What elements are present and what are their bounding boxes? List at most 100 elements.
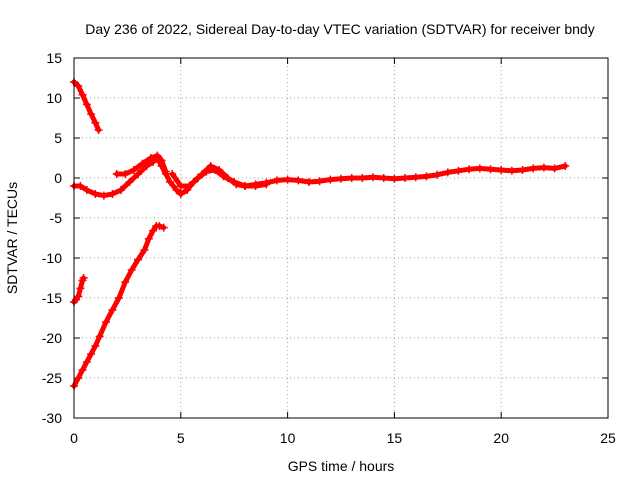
data-point bbox=[529, 164, 538, 173]
y-tick-label: -15 bbox=[42, 290, 62, 306]
data-point bbox=[82, 358, 91, 366]
y-tick-label: 0 bbox=[54, 170, 62, 186]
data-point bbox=[153, 151, 162, 160]
data-point bbox=[129, 166, 138, 174]
y-axis-label: SDTVAR / TECUs bbox=[4, 182, 20, 294]
data-point bbox=[172, 186, 181, 194]
data-point bbox=[422, 172, 431, 181]
data-point bbox=[433, 170, 442, 179]
series-arc-short-low bbox=[70, 274, 88, 306]
data-point bbox=[76, 284, 85, 293]
data-point bbox=[272, 176, 281, 185]
data-point bbox=[144, 234, 153, 243]
data-point bbox=[337, 174, 345, 183]
data-point bbox=[91, 190, 100, 198]
data-point bbox=[230, 178, 239, 186]
data-point bbox=[475, 164, 484, 173]
x-tick-label: 5 bbox=[177, 430, 185, 446]
series-arc-rising bbox=[70, 222, 168, 390]
data-point bbox=[161, 167, 170, 176]
tick-labels: 0 5 10 15 20 25 -30 -25 -20 -15 -10 -5 0 5 10 15 bbox=[42, 50, 616, 446]
data-point bbox=[95, 332, 104, 341]
x-axis-label: GPS time / hours bbox=[288, 458, 395, 474]
y-tick-label: -10 bbox=[42, 250, 62, 266]
data-point bbox=[411, 173, 420, 182]
data-series bbox=[70, 78, 570, 390]
data-point bbox=[108, 190, 117, 198]
data-point bbox=[76, 182, 85, 190]
x-tick-label: 20 bbox=[493, 430, 509, 446]
data-point bbox=[114, 294, 123, 302]
data-point bbox=[202, 167, 211, 176]
data-point bbox=[401, 174, 410, 182]
series-arc-long-flat bbox=[240, 162, 570, 190]
data-point bbox=[507, 166, 516, 175]
axis-ticks bbox=[73, 57, 609, 419]
data-point bbox=[99, 191, 108, 200]
data-point bbox=[79, 274, 88, 282]
data-point bbox=[379, 174, 388, 182]
data-point bbox=[134, 170, 143, 178]
data-point bbox=[155, 222, 164, 230]
data-point bbox=[294, 176, 303, 185]
data-point bbox=[465, 165, 474, 174]
data-point bbox=[146, 154, 155, 162]
x-tick-label: 0 bbox=[70, 430, 78, 446]
data-point bbox=[112, 170, 121, 178]
data-point bbox=[251, 180, 260, 189]
data-point bbox=[157, 156, 166, 165]
data-point bbox=[138, 159, 147, 168]
data-point bbox=[74, 82, 83, 90]
data-point bbox=[140, 246, 149, 254]
data-point bbox=[518, 166, 527, 174]
x-tick-label: 15 bbox=[387, 430, 403, 446]
data-point bbox=[125, 178, 134, 186]
x-tick-label: 10 bbox=[280, 430, 296, 446]
data-point bbox=[358, 174, 367, 182]
data-point bbox=[210, 166, 219, 174]
y-tick-label: -5 bbox=[50, 210, 63, 226]
data-point bbox=[149, 226, 158, 235]
data-point bbox=[443, 168, 452, 177]
data-point bbox=[347, 174, 356, 182]
data-point bbox=[497, 166, 506, 174]
data-point bbox=[304, 178, 313, 186]
data-point bbox=[127, 266, 136, 274]
data-point bbox=[108, 306, 117, 314]
data-point bbox=[193, 174, 202, 182]
data-point bbox=[283, 175, 292, 184]
data-point bbox=[168, 170, 177, 178]
data-point bbox=[159, 223, 168, 232]
data-point bbox=[82, 186, 91, 194]
data-point bbox=[87, 350, 96, 358]
x-tick-label: 25 bbox=[600, 430, 616, 446]
data-point bbox=[116, 186, 125, 194]
data-point bbox=[121, 278, 130, 286]
y-tick-label: 5 bbox=[54, 130, 62, 146]
chart-title: Day 236 of 2022, Sidereal Day-to-day VTE… bbox=[85, 21, 594, 37]
data-point bbox=[240, 182, 249, 190]
data-point bbox=[315, 177, 324, 186]
data-point bbox=[91, 342, 100, 350]
grid bbox=[74, 58, 608, 418]
data-point bbox=[390, 174, 399, 183]
series-arc-near-zero-second bbox=[112, 151, 170, 178]
data-point bbox=[78, 366, 87, 374]
data-point bbox=[454, 166, 463, 175]
y-tick-label: 10 bbox=[46, 90, 62, 106]
data-point bbox=[134, 255, 143, 264]
data-point bbox=[486, 165, 495, 174]
series-arc-high-descending bbox=[70, 78, 103, 134]
data-point bbox=[185, 182, 194, 190]
data-point bbox=[121, 170, 130, 178]
data-point bbox=[94, 126, 103, 134]
data-point bbox=[326, 175, 335, 184]
data-point bbox=[78, 90, 87, 99]
data-point bbox=[74, 374, 83, 382]
y-tick-label: 15 bbox=[46, 50, 62, 66]
data-point bbox=[561, 162, 570, 170]
data-point bbox=[176, 190, 185, 198]
data-point bbox=[74, 292, 83, 301]
data-point bbox=[102, 318, 111, 326]
